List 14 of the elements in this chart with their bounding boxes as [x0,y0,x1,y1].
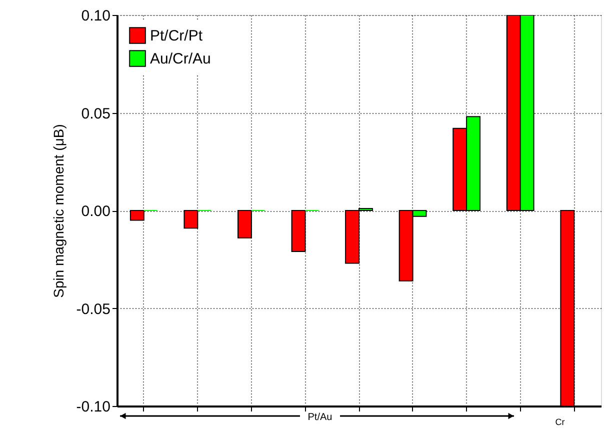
y-axis-title: Spin magnetic moment (μB) [50,124,66,298]
y-tick-label: 0.00 [81,203,110,220]
y-tick-label: 0.10 [81,8,110,24]
bar [238,210,252,238]
y-tick-label: -0.10 [76,398,110,416]
text: Pt/Au [308,412,332,423]
legend-label: Au/Cr/Au [150,50,211,68]
bar [130,210,144,221]
text: Cr [555,417,565,427]
bar [291,210,306,252]
y-tick-label: -0.05 [76,300,110,318]
y-tick-label: 0.05 [81,105,110,122]
legend-label: Pt/Cr/Pt [150,28,204,44]
bar [184,210,198,229]
